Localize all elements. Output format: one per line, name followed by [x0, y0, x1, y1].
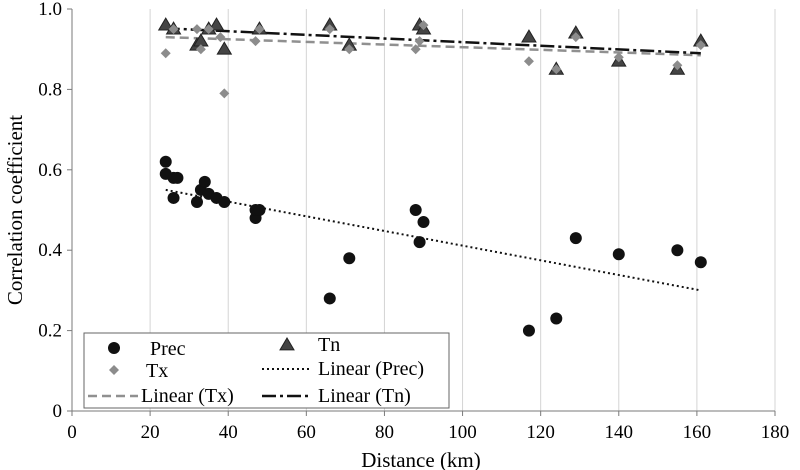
- point-tx: [250, 36, 261, 47]
- point-prec: [171, 171, 184, 184]
- point-tx: [418, 20, 429, 31]
- x-tick-label: 0: [67, 422, 77, 443]
- point-prec: [671, 244, 684, 257]
- x-tick-label: 180: [761, 422, 790, 443]
- point-prec: [198, 175, 211, 188]
- point-tx: [551, 64, 562, 75]
- point-prec: [218, 195, 231, 208]
- x-tick-label: 80: [375, 422, 394, 443]
- y-tick-label: 0: [53, 401, 63, 422]
- point-tx: [160, 48, 171, 59]
- point-tx: [523, 56, 534, 67]
- point-prec: [694, 256, 707, 269]
- point-tx: [613, 52, 624, 63]
- point-tn: [216, 41, 233, 55]
- point-tx: [254, 24, 265, 35]
- point-tx: [695, 40, 706, 51]
- x-axis-title: Distance (km): [361, 448, 481, 470]
- legend: Prec Tn Tx Linear (Prec) Linear (Tx) Linear (…: [83, 332, 450, 409]
- x-tick-label: 120: [526, 422, 555, 443]
- x-tick-label: 160: [683, 422, 712, 443]
- point-tx: [168, 24, 179, 35]
- legend-label-prec: Prec: [150, 338, 186, 360]
- point-tn: [157, 17, 174, 31]
- trendline-linear-tn: [165, 27, 701, 55]
- legend-marker-tn: [279, 337, 295, 351]
- point-tx: [414, 36, 425, 47]
- point-prec: [550, 312, 563, 325]
- legend-label-linear-prec: Linear (Prec): [318, 358, 424, 380]
- point-prec: [167, 191, 180, 204]
- x-tick-label: 40: [219, 422, 238, 443]
- point-prec: [409, 204, 422, 216]
- point-prec: [190, 195, 203, 208]
- point-tx: [570, 32, 581, 43]
- point-prec: [522, 324, 535, 337]
- axes: [67, 8, 776, 416]
- grid: [149, 9, 776, 411]
- point-prec: [569, 232, 582, 245]
- y-tick-label: 0.8: [38, 79, 62, 100]
- point-prec: [413, 236, 426, 249]
- legend-label-tn: Tn: [318, 334, 340, 356]
- data-points: [157, 17, 709, 337]
- y-tick-label: 0.6: [38, 160, 62, 181]
- legend-label-linear-tn: Linear (Tn): [318, 385, 411, 407]
- point-tx: [344, 44, 355, 55]
- x-tick-label: 20: [141, 422, 160, 443]
- point-tn: [521, 29, 537, 43]
- point-tx: [672, 60, 683, 71]
- point-prec: [612, 248, 625, 261]
- trendline-linear-prec: [165, 188, 701, 292]
- point-tx: [410, 44, 421, 55]
- point-tx: [324, 24, 335, 35]
- point-prec: [253, 204, 266, 216]
- point-tx: [215, 32, 226, 43]
- y-tick-label: 1.0: [38, 0, 62, 20]
- legend-marker-prec: [108, 342, 120, 354]
- point-tx: [203, 24, 214, 35]
- x-tick-label: 100: [448, 422, 477, 443]
- legend-label-linear-tx: Linear (Tx): [141, 385, 234, 407]
- point-prec: [323, 292, 336, 305]
- trendline-linear-tx: [165, 35, 701, 57]
- legend-label-tx: Tx: [146, 360, 168, 382]
- legend-marker-tx: [109, 365, 119, 375]
- point-tx: [219, 88, 230, 99]
- point-prec: [159, 155, 172, 168]
- point-prec: [417, 216, 430, 229]
- y-tick-label: 0.4: [38, 240, 62, 261]
- point-tx: [195, 44, 206, 55]
- point-tn: [208, 17, 225, 31]
- point-tx: [191, 24, 202, 35]
- series-tn: [157, 17, 709, 75]
- y-axis-title: Correlation coefficient: [3, 115, 27, 305]
- y-tick-label: 0.2: [38, 321, 62, 342]
- series-tx: [160, 20, 706, 99]
- tick-labels: 0 20 40 60 80 100 120 140 160 180 0 0.2 0.4 0.6 0.8 1.0: [38, 0, 789, 443]
- point-prec: [343, 252, 356, 265]
- x-tick-label: 140: [605, 422, 634, 443]
- series-prec: [159, 155, 707, 337]
- x-tick-label: 60: [297, 422, 316, 443]
